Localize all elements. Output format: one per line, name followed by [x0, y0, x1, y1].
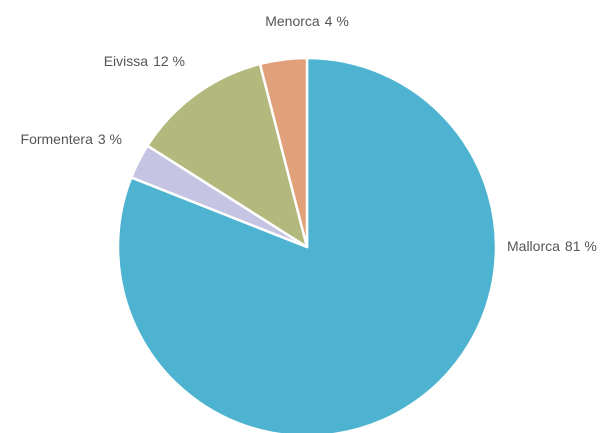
slice-category: Eivissa — [104, 53, 149, 69]
slice-value-label: 12 % — [153, 53, 185, 69]
slice-category: Menorca — [265, 13, 320, 29]
slice-label: Menorca 4 % — [265, 13, 349, 29]
pie-slice — [258, 56, 309, 249]
pie-slice — [146, 62, 309, 249]
slice-label: Formentera 3 % — [21, 131, 122, 147]
slice-category: Mallorca — [507, 238, 560, 254]
slice-value-label: 3 % — [98, 131, 122, 147]
slice-label: Mallorca 81 % — [507, 238, 597, 254]
slice-category: Formentera — [21, 131, 94, 147]
slice-label: Eivissa 12 % — [104, 53, 185, 69]
slice-value-label: 81 % — [565, 238, 597, 254]
slice-value-label: 4 % — [325, 13, 349, 29]
